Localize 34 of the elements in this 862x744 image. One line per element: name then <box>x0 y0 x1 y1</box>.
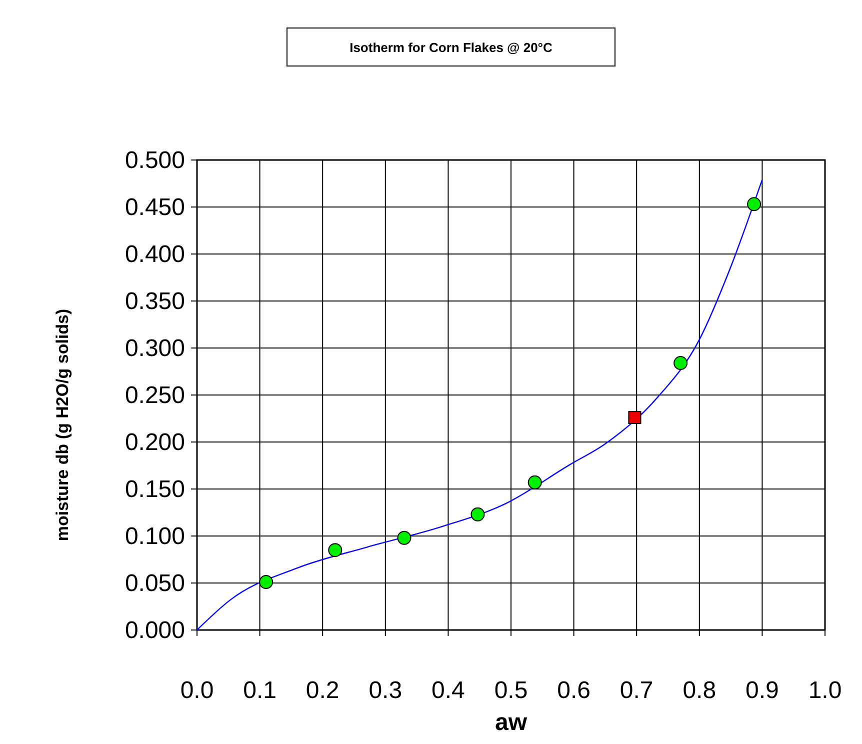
line-series <box>196 179 763 631</box>
point <box>747 197 762 212</box>
x-tick-label: 0.5 <box>494 677 528 704</box>
y-tick-label: 0.400 <box>124 241 185 268</box>
x-axis-title: aw <box>494 709 528 736</box>
y-tick-label: 0.150 <box>124 476 185 503</box>
y-tick-label: 0.450 <box>124 194 185 221</box>
point <box>528 475 542 490</box>
y-tick-label: 0.200 <box>124 429 185 456</box>
x-tick-label: 0.2 <box>306 677 340 704</box>
y-tick-label: 0.000 <box>124 617 185 644</box>
y-tick-label: 0.350 <box>124 288 185 315</box>
point <box>470 507 485 522</box>
x-tick-label: 0.8 <box>682 677 716 704</box>
chart-title: Isotherm for Corn Flakes @ 20°C <box>350 40 554 55</box>
point <box>259 575 274 590</box>
x-tick-label: 1.0 <box>808 677 842 704</box>
y-tick-label: 0.100 <box>124 523 185 550</box>
y-tick-label: 0.500 <box>124 147 185 174</box>
x-tick-label: 0.6 <box>557 677 590 704</box>
x-tick-label: 0.9 <box>746 677 779 704</box>
point <box>674 356 688 370</box>
x-tick-label: 0.1 <box>243 677 276 704</box>
y-axis-title: moisture db (g H2O/g solids) <box>53 308 72 542</box>
y-tick-label: 0.300 <box>124 335 185 362</box>
x-tick-label: 0.7 <box>620 677 654 704</box>
point <box>397 530 412 545</box>
point <box>628 411 642 424</box>
y-tick-label: 0.050 <box>124 570 185 597</box>
y-tick-label: 0.250 <box>124 382 185 409</box>
x-tick-label: 0.3 <box>368 677 402 704</box>
point <box>328 543 342 558</box>
x-tick-label: 0.4 <box>432 677 465 704</box>
x-tick-label: 0.0 <box>180 677 214 704</box>
